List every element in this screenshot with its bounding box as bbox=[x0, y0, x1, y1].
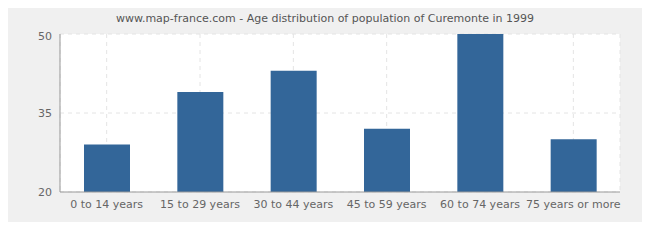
svg-text:75 years or more: 75 years or more bbox=[526, 198, 621, 211]
svg-text:50: 50 bbox=[38, 30, 52, 43]
svg-text:60 to 74 years: 60 to 74 years bbox=[440, 198, 520, 211]
html-text:www.map-france.com - Age distr: www.map-france.com - Age distribution of… bbox=[115, 12, 535, 25]
svg-text:20: 20 bbox=[38, 186, 52, 199]
svg-text:15 to 29 years: 15 to 29 years bbox=[160, 198, 240, 211]
svg-text:35: 35 bbox=[38, 107, 52, 120]
svg-text:30 to 44 years: 30 to 44 years bbox=[253, 198, 333, 211]
svg-text:0 to 14 years: 0 to 14 years bbox=[70, 198, 143, 211]
svg-text:45 to 59 years: 45 to 59 years bbox=[347, 198, 427, 211]
